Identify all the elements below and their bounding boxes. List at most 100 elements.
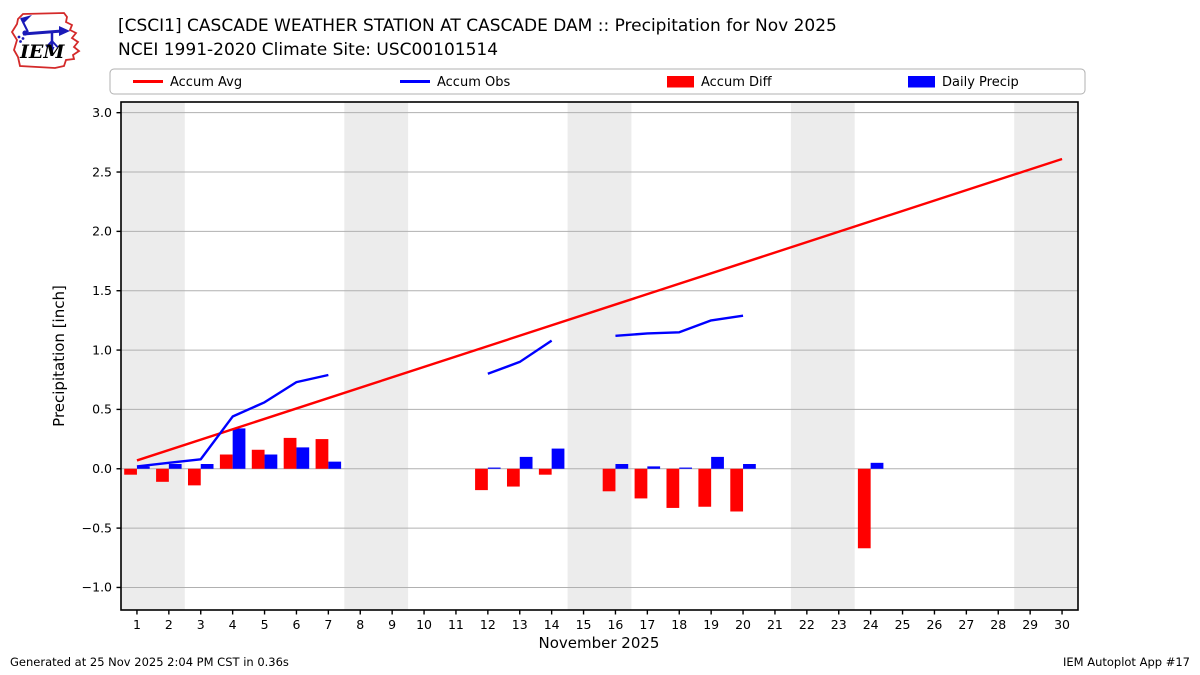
footer-generated-at: Generated at 25 Nov 2025 2:04 PM CST in … [10,655,289,669]
legend-accum-obs-label: Accum Obs [437,75,510,90]
daily-precip-bar [487,467,501,469]
x-tick-label: 23 [831,617,847,632]
x-tick-label: 19 [703,617,719,632]
accum-diff-bar [602,468,616,492]
x-tick-label: 5 [261,617,269,632]
accum-diff-bar [315,439,329,469]
accum-diff-bar [156,468,169,482]
y-tick-label: 2.5 [92,164,112,179]
x-tick-label: 26 [926,617,942,632]
daily-precip-bar [711,456,724,469]
x-tick-label: 21 [767,617,783,632]
x-tick-label: 18 [671,617,687,632]
iowa-outline-icon [10,12,81,69]
y-tick-label: 2.0 [92,224,112,239]
daily-precip-bar [328,461,342,469]
iem-logo: IEM [10,12,81,69]
x-tick-label: 24 [863,617,879,632]
legend-daily-precip-swatch [908,76,935,88]
daily-precip-bar [615,464,629,469]
accum-diff-bar [538,468,552,475]
x-tick-label: 15 [576,617,592,632]
accum-avg-line [136,157,1063,462]
x-tick-label: 27 [958,617,974,632]
x-tick-label: 6 [292,617,300,632]
accum-diff-bar [666,468,680,508]
daily-precip-bar [647,466,661,469]
weather-vane-icon [17,15,70,54]
x-tick-label: 2 [165,617,173,632]
axes-spine [120,101,1079,611]
daily-precip-bar [136,466,150,469]
x-tick-label: 28 [990,617,1006,632]
daily-precip-bar [200,464,214,469]
accum-diff-bar [698,468,712,507]
x-tick-label: 7 [324,617,332,632]
footer-app-credit: IEM Autoplot App #17 [1063,655,1190,669]
y-tick-label: 3.0 [92,105,112,120]
daily-precip-bar [232,428,246,469]
legend-accum-avg-label: Accum Avg [170,75,242,90]
accum-diff-bar [124,468,137,475]
legend-box [109,68,1086,95]
y-tick-label: −0.5 [82,520,112,535]
weekend-band [790,102,855,610]
x-tick-label: 9 [388,617,396,632]
accum-diff-bar [219,454,233,469]
weekend-band [344,102,409,610]
accum-diff-bar [857,468,871,549]
x-tick-label: 11 [448,617,464,632]
accum-diff-bar [475,468,488,491]
y-tick-label: 1.0 [92,342,112,357]
x-tick-label: 8 [356,617,364,632]
legend-daily-precip-label: Daily Precip [942,75,1019,90]
x-tick-label: 4 [229,617,237,632]
x-tick-label: 17 [639,617,655,632]
x-tick-label: 14 [544,617,560,632]
x-tick-label: 3 [197,617,205,632]
x-axis-label: November 2025 [539,634,660,652]
legend: Accum Avg Accum Obs Accum Diff Daily Pre… [109,68,1086,95]
daily-precip-bar [264,454,278,469]
accum-diff-bar [283,437,297,469]
accum-diff-bar [506,468,520,487]
x-tick-label: 12 [480,617,496,632]
accum-obs-line [487,339,553,375]
accum-diff-bar [251,449,265,469]
x-tick-label: 13 [512,617,528,632]
logo-text: IEM [19,41,65,63]
y-tick-label: 0.5 [92,402,112,417]
plot-area: 1 2 3 4 5 6 7 8 9 10 11 12 13 14 15 16 17 18 19 20 21 22 23 24 2… [82,101,1079,632]
daily-precip-bar [551,448,565,469]
accum-diff-bar [634,468,648,499]
daily-precip-bar [743,464,756,469]
y-tick-label: 0.0 [92,461,112,476]
y-axis-label: Precipitation [inch] [50,285,68,427]
x-tick-label: 20 [735,617,751,632]
x-tick-label: 1 [133,617,141,632]
accum-diff-bar [187,468,201,486]
x-tick-label: 16 [607,617,623,632]
legend-accum-diff-swatch [667,76,694,88]
daily-precip-bar [519,456,533,469]
legend-accum-diff-label: Accum Diff [701,75,773,90]
accum-obs-line [615,314,744,338]
chart-subtitle: NCEI 1991-2020 Climate Site: USC00101514 [118,40,498,60]
x-tick-label: 30 [1054,617,1070,632]
x-tick-label: 29 [1022,617,1038,632]
chart-title: [CSCI1] CASCADE WEATHER STATION AT CASCA… [118,16,837,36]
x-tick-label: 10 [416,617,432,632]
weekend-band [1014,102,1078,610]
daily-precip-bar [296,447,310,469]
y-tick-label: −1.0 [82,580,112,595]
weekend-band [567,102,632,610]
daily-precip-bar [168,464,182,469]
weekend-band [121,102,185,610]
x-tick-label: 25 [895,617,911,632]
x-tick-label: 22 [799,617,815,632]
accum-diff-bar [730,468,744,512]
daily-precip-bar [679,467,693,469]
accum-obs-line [136,373,329,468]
